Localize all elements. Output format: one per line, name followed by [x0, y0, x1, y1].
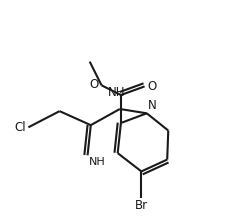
- Text: N: N: [148, 99, 157, 112]
- Text: O: O: [148, 80, 157, 93]
- Text: NH: NH: [108, 86, 125, 99]
- Text: NH: NH: [89, 157, 105, 167]
- Text: O: O: [90, 78, 99, 91]
- Text: Cl: Cl: [14, 121, 26, 134]
- Text: Br: Br: [135, 199, 148, 212]
